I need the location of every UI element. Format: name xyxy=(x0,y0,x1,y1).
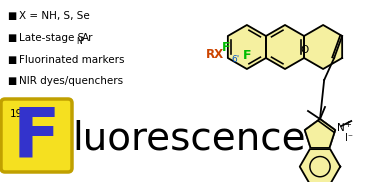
Text: NIR dyes/quenchers: NIR dyes/quenchers xyxy=(19,76,123,86)
Text: ■: ■ xyxy=(7,11,16,21)
Text: Fluorinated markers: Fluorinated markers xyxy=(19,55,124,65)
Text: O: O xyxy=(300,45,308,55)
Text: +: + xyxy=(344,120,351,128)
Text: 19: 19 xyxy=(10,109,23,119)
Polygon shape xyxy=(305,119,335,148)
Text: ■: ■ xyxy=(7,33,16,43)
Text: Ar: Ar xyxy=(82,33,93,43)
Text: luorescence: luorescence xyxy=(72,120,306,158)
Text: F: F xyxy=(222,41,230,54)
Polygon shape xyxy=(228,25,266,69)
Text: ■: ■ xyxy=(7,55,16,65)
Text: 6': 6' xyxy=(232,55,240,64)
Text: X = NH, S, Se: X = NH, S, Se xyxy=(19,11,90,21)
Text: ■: ■ xyxy=(7,76,16,86)
Polygon shape xyxy=(300,149,340,182)
Polygon shape xyxy=(305,119,335,148)
Text: N: N xyxy=(337,123,345,133)
Polygon shape xyxy=(266,25,304,69)
Text: I⁻: I⁻ xyxy=(345,133,353,143)
Text: F: F xyxy=(13,105,60,172)
Text: Late-stage S: Late-stage S xyxy=(19,33,84,43)
Polygon shape xyxy=(304,25,342,69)
FancyBboxPatch shape xyxy=(1,99,72,172)
Text: RX: RX xyxy=(206,48,224,62)
Text: F: F xyxy=(243,49,251,62)
Text: N: N xyxy=(76,37,82,46)
